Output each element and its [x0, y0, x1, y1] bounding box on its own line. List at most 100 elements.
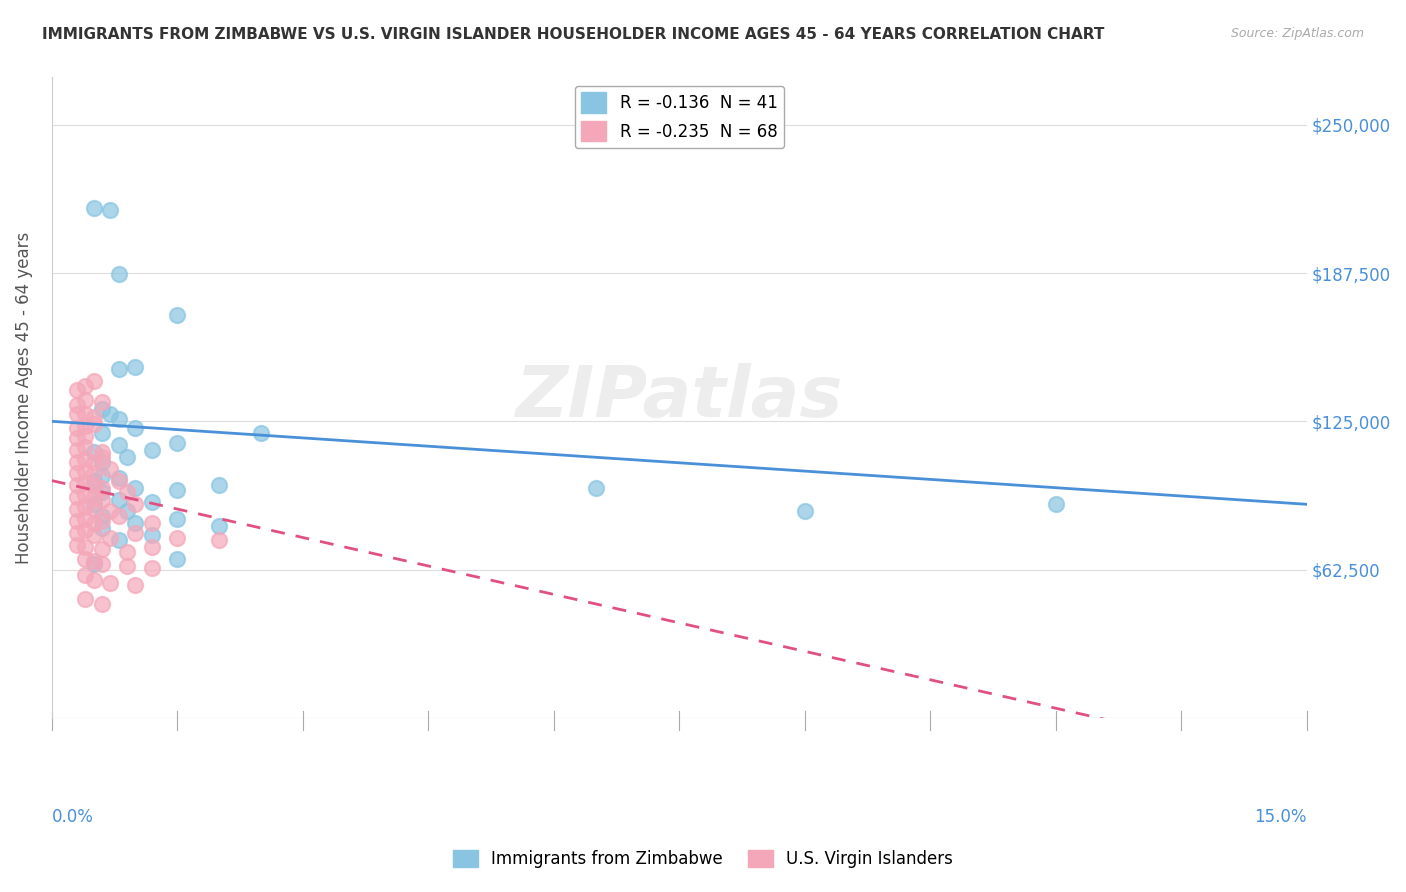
- Point: [124, 359, 146, 374]
- Point: [83, 445, 105, 459]
- Point: [75, 407, 97, 421]
- Point: [66, 538, 89, 552]
- Point: [91, 521, 114, 535]
- Point: [98, 504, 121, 518]
- Point: [585, 481, 607, 495]
- Point: [208, 518, 231, 533]
- Text: 15.0%: 15.0%: [1254, 808, 1308, 826]
- Point: [83, 474, 105, 488]
- Point: [75, 568, 97, 582]
- Point: [98, 461, 121, 475]
- Point: [107, 267, 129, 281]
- Point: [83, 554, 105, 568]
- Point: [75, 524, 97, 538]
- Text: IMMIGRANTS FROM ZIMBABWE VS U.S. VIRGIN ISLANDER HOUSEHOLDER INCOME AGES 45 - 64: IMMIGRANTS FROM ZIMBABWE VS U.S. VIRGIN …: [42, 27, 1105, 42]
- Point: [75, 464, 97, 478]
- Point: [83, 467, 105, 481]
- Point: [91, 450, 114, 464]
- Point: [75, 540, 97, 554]
- Point: [98, 407, 121, 421]
- Point: [83, 497, 105, 511]
- Point: [91, 557, 114, 571]
- Legend: Immigrants from Zimbabwe, U.S. Virgin Islanders: Immigrants from Zimbabwe, U.S. Virgin Is…: [446, 843, 960, 875]
- Point: [141, 540, 163, 554]
- Point: [83, 502, 105, 516]
- Point: [98, 575, 121, 590]
- Point: [107, 412, 129, 426]
- Point: [83, 557, 105, 571]
- Point: [83, 409, 105, 424]
- Point: [107, 492, 129, 507]
- Point: [166, 483, 188, 497]
- Point: [83, 417, 105, 431]
- Point: [66, 525, 89, 540]
- Point: [107, 471, 129, 485]
- Point: [91, 455, 114, 469]
- Point: [91, 485, 114, 500]
- Point: [75, 419, 97, 434]
- Text: 0.0%: 0.0%: [52, 808, 94, 826]
- Point: [91, 509, 114, 524]
- Point: [75, 475, 97, 490]
- Point: [91, 492, 114, 507]
- Point: [115, 504, 138, 518]
- Point: [141, 442, 163, 457]
- Point: [98, 203, 121, 218]
- Point: [66, 514, 89, 528]
- Point: [83, 478, 105, 492]
- Point: [107, 533, 129, 547]
- Point: [83, 374, 105, 388]
- Point: [208, 478, 231, 492]
- Point: [124, 481, 146, 495]
- Point: [91, 402, 114, 417]
- Point: [250, 426, 273, 441]
- Point: [91, 395, 114, 409]
- Point: [793, 504, 815, 518]
- Point: [66, 502, 89, 516]
- Point: [83, 490, 105, 504]
- Point: [91, 426, 114, 441]
- Point: [66, 442, 89, 457]
- Point: [91, 542, 114, 557]
- Point: [208, 533, 231, 547]
- Point: [66, 467, 89, 481]
- Point: [107, 474, 129, 488]
- Text: Source: ZipAtlas.com: Source: ZipAtlas.com: [1230, 27, 1364, 40]
- Text: ZIPatlas: ZIPatlas: [516, 363, 844, 432]
- Y-axis label: Householder Income Ages 45 - 64 years: Householder Income Ages 45 - 64 years: [15, 231, 32, 564]
- Point: [141, 516, 163, 531]
- Legend: R = -0.136  N = 41, R = -0.235  N = 68: R = -0.136 N = 41, R = -0.235 N = 68: [575, 86, 785, 148]
- Point: [66, 421, 89, 435]
- Point: [91, 514, 114, 528]
- Point: [124, 421, 146, 435]
- Point: [115, 558, 138, 573]
- Point: [75, 392, 97, 407]
- Point: [91, 597, 114, 611]
- Point: [75, 552, 97, 566]
- Point: [75, 511, 97, 525]
- Point: [75, 488, 97, 502]
- Point: [83, 516, 105, 531]
- Point: [66, 490, 89, 504]
- Point: [98, 531, 121, 545]
- Point: [166, 511, 188, 525]
- Point: [83, 201, 105, 215]
- Point: [75, 592, 97, 607]
- Point: [166, 552, 188, 566]
- Point: [115, 485, 138, 500]
- Point: [107, 362, 129, 376]
- Point: [124, 525, 146, 540]
- Point: [66, 407, 89, 421]
- Point: [83, 455, 105, 469]
- Point: [141, 495, 163, 509]
- Point: [91, 468, 114, 483]
- Point: [91, 445, 114, 459]
- Point: [75, 500, 97, 514]
- Point: [141, 561, 163, 575]
- Point: [75, 378, 97, 392]
- Point: [124, 497, 146, 511]
- Point: [166, 531, 188, 545]
- Point: [115, 545, 138, 559]
- Point: [166, 435, 188, 450]
- Point: [107, 509, 129, 524]
